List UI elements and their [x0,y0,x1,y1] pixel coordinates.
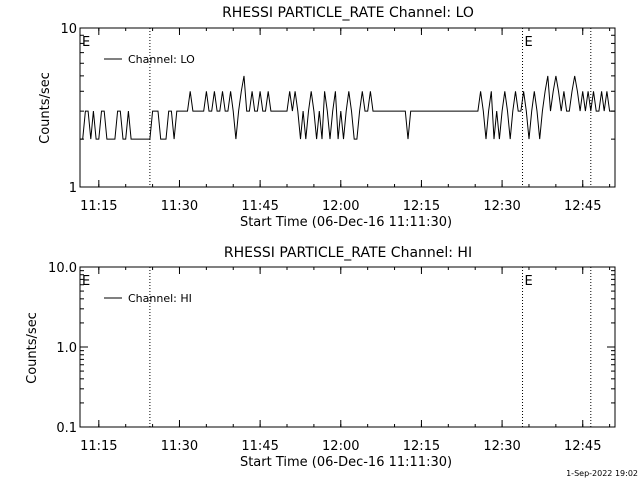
y-tick-label: 0.1 [56,421,77,436]
x-ticks: 11:15 11:30 11:45 12:00 12:15 12:30 12:45 [80,28,611,214]
y-tick-label: 10.0 [48,261,77,276]
x-tick-label: 12:15 [403,439,440,454]
plot-frame [79,266,616,428]
x-tick-label: 12:45 [564,199,601,214]
marker-label: E [82,35,90,50]
y-tick-label: 10 [60,22,77,37]
x-tick-label: 11:15 [80,199,117,214]
y-axis-label: Counts/sec [38,72,53,144]
legend-label: Channel: HI [128,292,192,305]
panel-lo: RHESSI PARTICLE_RATE Channel: LO Counts/… [38,5,616,230]
y-axis-label: Counts/sec [25,312,40,384]
x-tick-label: 12:45 [564,439,601,454]
x-tick-label: 11:45 [241,199,278,214]
y-ticks: 1 10 [60,22,615,196]
x-tick-label: 11:45 [241,439,278,454]
marker-label: E [82,274,90,289]
x-tick-label: 11:30 [161,439,198,454]
marker-label: E [525,35,533,50]
marker-label: E [525,274,533,289]
x-axis-label: Start Time (06-Dec-16 11:11:30) [240,215,452,230]
series-lo [80,75,616,140]
legend: Channel: HI [104,292,192,305]
x-tick-label: 12:30 [483,439,520,454]
x-axis-label: Start Time (06-Dec-16 11:11:30) [240,455,452,470]
series-line [80,75,616,140]
legend: Channel: LO [104,53,195,66]
y-ticks: 0.1 1.0 10.0 [48,261,615,436]
x-tick-label: 11:30 [161,199,198,214]
footer-timestamp: 1-Sep-2022 19:02 [566,469,638,478]
legend-label: Channel: LO [128,53,195,66]
chart-title: RHESSI PARTICLE_RATE Channel: HI [224,245,472,261]
x-ticks: 11:15 11:30 11:45 12:00 12:15 12:30 12:45 [80,267,611,454]
y-tick-label: 1.0 [56,341,77,356]
chart-title: RHESSI PARTICLE_RATE Channel: LO [222,5,474,21]
x-tick-label: 12:15 [403,199,440,214]
x-tick-label: 12:00 [322,199,359,214]
x-tick-label: 12:30 [483,199,520,214]
x-tick-label: 12:00 [322,439,359,454]
plot-frame [79,27,616,188]
panel-hi: RHESSI PARTICLE_RATE Channel: HI Counts/… [25,245,616,470]
y-tick-label: 1 [69,181,77,196]
x-tick-label: 11:15 [80,439,117,454]
